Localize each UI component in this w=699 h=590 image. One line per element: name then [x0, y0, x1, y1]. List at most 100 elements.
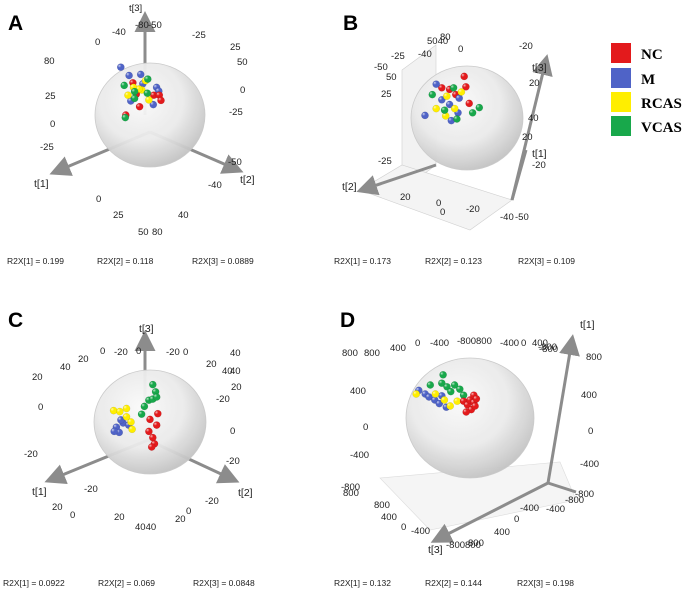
variance-label: R2X[2] = 0.123: [425, 256, 482, 266]
points-c: [109, 380, 162, 451]
tick-label: 20: [529, 78, 540, 89]
tick-label: -25: [192, 30, 206, 41]
tick-label: 800: [374, 500, 390, 511]
confidence-ellipse-d: [405, 357, 535, 479]
panel-label-c: C: [8, 309, 23, 332]
data-point-highlight: [429, 92, 433, 96]
data-point-highlight: [154, 84, 158, 88]
data-point-highlight: [448, 118, 452, 122]
data-point-highlight: [416, 387, 420, 391]
tick-labels-b: 5040 80 -25 -50 -40 0 -20 20 t[3] 50 25 …: [342, 32, 547, 223]
data-point-highlight: [432, 397, 436, 401]
variance-labels-c: R2X[1] = 0.0922 R2X[2] = 0.069 R2X[3] = …: [3, 578, 255, 588]
tick-label: -40: [112, 27, 126, 38]
panel-d: D -800800 -400 0 400 800 -400 0 400 800 …: [334, 309, 602, 588]
tick-label: -800: [539, 344, 558, 355]
tick-label: 800: [343, 488, 359, 499]
data-point-highlight: [458, 89, 462, 93]
variance-label: R2X[3] = 0.0848: [193, 578, 255, 588]
data-point-highlight: [447, 86, 451, 90]
tick-label: -800: [341, 482, 360, 493]
tick-label: 0: [38, 402, 43, 413]
data-point-highlight: [452, 106, 456, 110]
tick-label: 20: [206, 359, 217, 370]
tick-label: 80: [152, 227, 163, 238]
tick-label: -800: [575, 489, 594, 500]
data-point-highlight: [150, 102, 154, 106]
data-point-highlight: [154, 422, 158, 426]
axis-name-t2-c: t[2]: [238, 487, 253, 499]
axis-name-t3-c: t[3]: [139, 323, 154, 335]
legend: NC M RCAS VCAS: [611, 43, 682, 136]
tick-label: 0: [100, 346, 105, 357]
panel-a: A t[3] -80 -50 -25 -40 0 25 50 80 25 0 -…: [7, 3, 255, 266]
data-point-highlight: [137, 104, 141, 108]
tick-labels-a: t[3] -80 -50 -25 -40 0 25 50 80 25 0 -25…: [34, 3, 255, 238]
tick-label: -50: [515, 212, 529, 223]
tick-label: 0: [415, 338, 420, 349]
axis-line-t1-b: [510, 149, 528, 201]
data-point-highlight: [447, 101, 451, 106]
data-point-highlight: [466, 100, 470, 104]
tick-label: -25: [378, 156, 392, 167]
tick-label: 25: [381, 89, 392, 100]
tick-labels-d: -800800 -400 0 400 800 -400 0 400 800 t[…: [341, 319, 602, 556]
tick-label: 400: [381, 512, 397, 523]
data-point-highlight: [151, 92, 155, 96]
data-point-highlight: [132, 89, 136, 93]
tick-label: -50: [148, 20, 162, 31]
data-point-highlight: [122, 115, 126, 119]
data-point-highlight: [121, 82, 125, 86]
data-point-highlight: [433, 81, 437, 85]
data-point-highlight: [439, 393, 443, 397]
data-point-highlight: [158, 97, 162, 101]
panel-c: C -20 0 -20 0 20 40 20 40 20 0 -20 t[3] …: [3, 309, 255, 588]
tick-label: 800: [364, 348, 380, 359]
axis-name-t1-a: t[1]: [34, 178, 49, 190]
data-point-highlight: [444, 93, 448, 97]
variance-label: R2X[2] = 0.118: [97, 256, 154, 266]
tick-label: -20: [24, 449, 38, 460]
data-point-highlight: [123, 405, 128, 410]
tick-label: 800: [468, 538, 484, 549]
data-point-highlight: [413, 391, 417, 395]
tick-label: -400: [411, 526, 430, 537]
data-point-highlight: [454, 116, 458, 120]
tick-label: -400: [580, 459, 599, 470]
axis-name-t2-a: t[2]: [240, 174, 255, 186]
tick-label: 400: [581, 390, 597, 401]
data-point-highlight: [136, 86, 140, 90]
tick-label: 0: [436, 198, 441, 209]
points-d: [412, 370, 481, 416]
data-point-highlight: [153, 389, 157, 393]
data-point-highlight: [463, 84, 467, 88]
data-point-highlight: [126, 72, 130, 77]
legend-label-nc: NC: [641, 47, 663, 63]
legend-swatch-rcas: [611, 92, 631, 112]
data-point-highlight: [128, 98, 132, 102]
tick-label: -400: [350, 450, 369, 461]
data-point-highlight: [139, 411, 143, 415]
tick-label: 0: [183, 347, 188, 358]
tick-label: 0: [96, 194, 101, 205]
tick-label: 20: [522, 132, 533, 143]
data-point-highlight: [427, 382, 431, 386]
tick-label: 40: [528, 113, 539, 124]
data-point-highlight: [111, 408, 115, 412]
data-point-highlight: [461, 73, 465, 77]
data-point-highlight: [150, 382, 154, 386]
panel-b: B 5040 80 -25 -50 -40 0 -20 20 t[3] 50 2…: [334, 12, 575, 266]
data-point-highlight: [441, 397, 445, 401]
legend-label-vcas: VCAS: [641, 120, 682, 136]
data-point-highlight: [138, 71, 142, 75]
variance-label: R2X[3] = 0.0889: [192, 256, 254, 266]
tick-label: -800800: [457, 336, 492, 347]
data-point-highlight: [439, 380, 443, 384]
tick-label: 0: [95, 37, 100, 48]
data-point-highlight: [467, 397, 471, 401]
data-point-highlight: [128, 419, 132, 423]
data-point-highlight: [432, 391, 436, 395]
legend-entry-vcas: VCAS: [611, 116, 682, 136]
tick-label: 80: [44, 56, 55, 67]
data-point-highlight: [422, 391, 426, 395]
